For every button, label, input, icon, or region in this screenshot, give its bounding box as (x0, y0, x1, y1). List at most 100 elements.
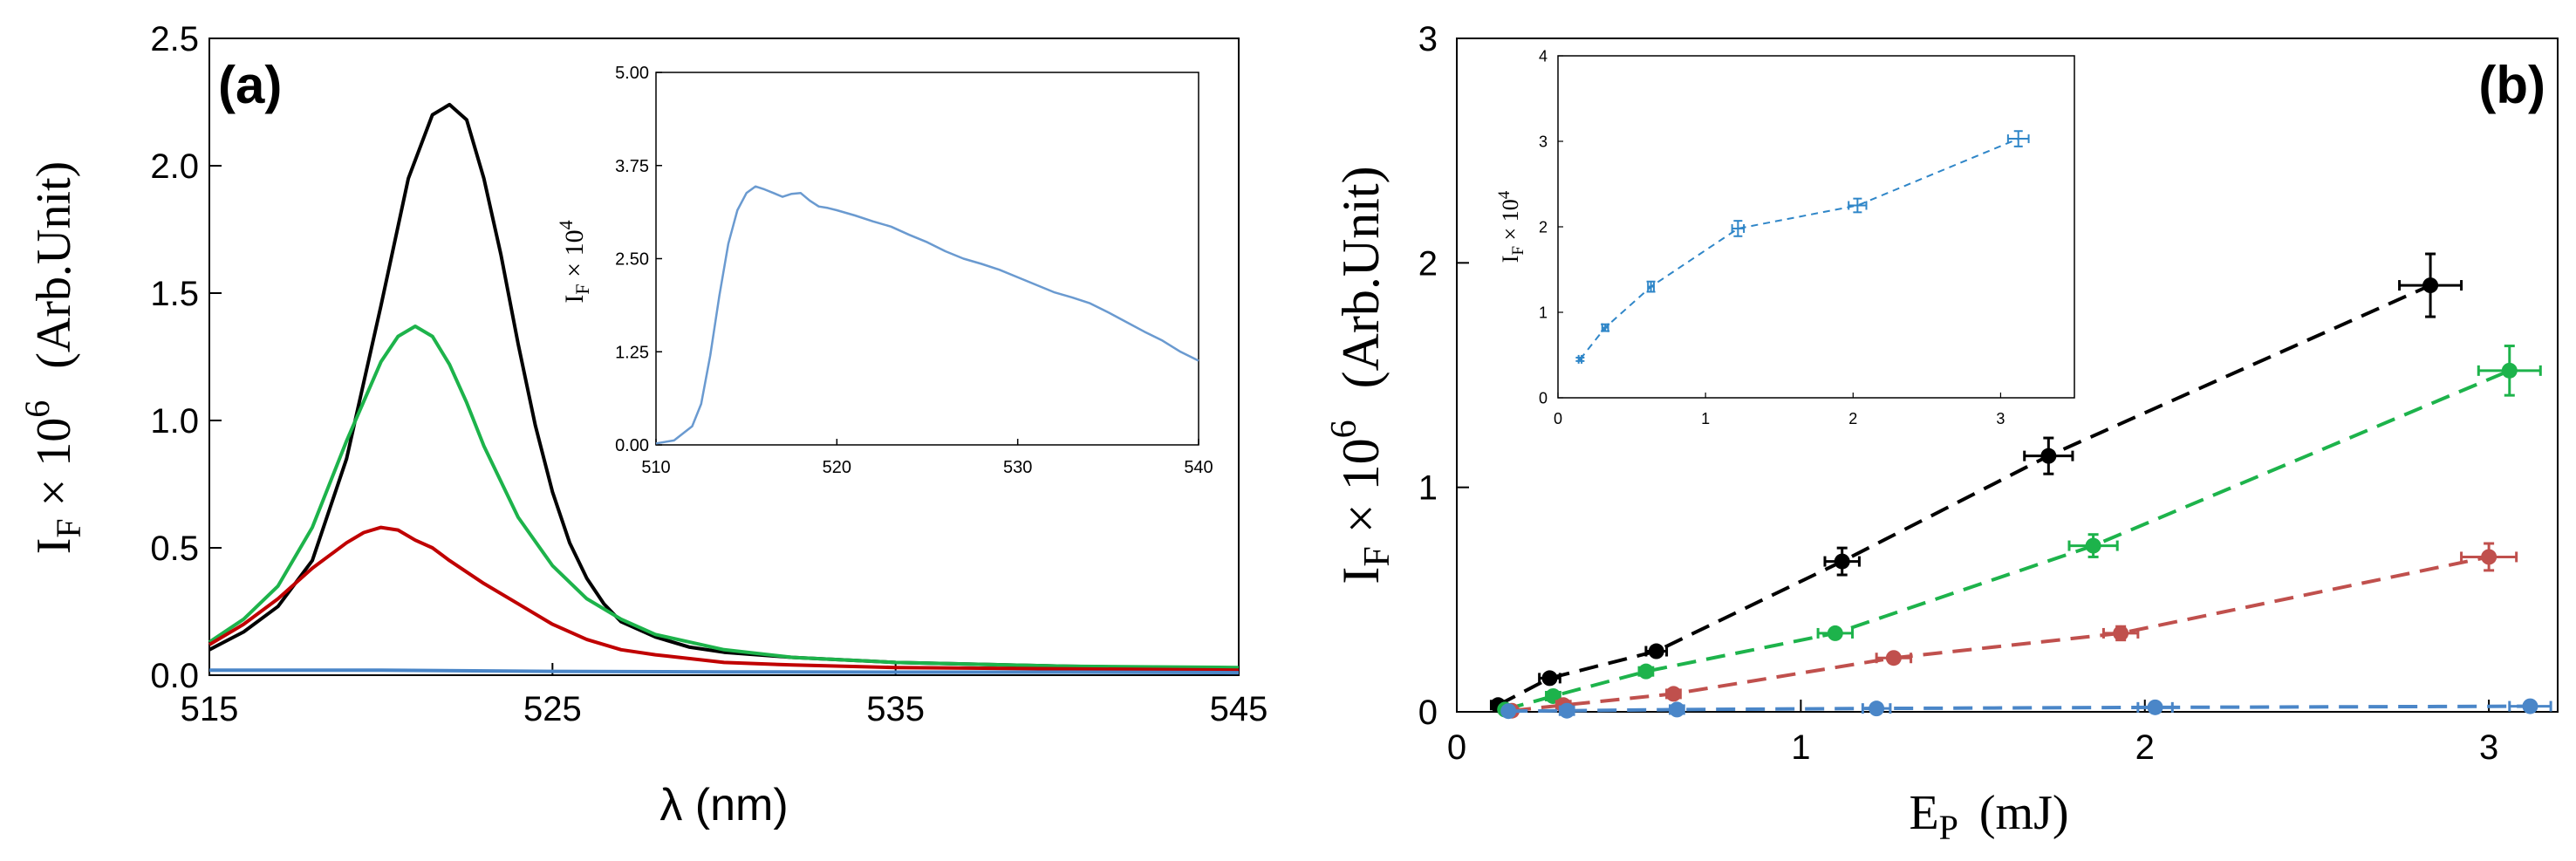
panel-a-inset-xtick-label: 520 (823, 458, 851, 477)
panel-b-xtick-label: 0 (1447, 728, 1466, 767)
panel-b-point-blue (1669, 701, 1685, 718)
panel-b-xtick-label: 2 (2135, 728, 2155, 767)
panel-b-point-red (1665, 686, 1682, 702)
panel-b-point-blue (1500, 703, 1517, 720)
panel-b-inset-ticks: 0 1 2 3 0 1 2 3 4 (1539, 47, 2005, 427)
panel-b-point-blue (1869, 700, 1885, 717)
panel-b-inset-ylabel-base: I (1498, 256, 1523, 263)
panel-a-ylabel-mid: × 10 (27, 418, 81, 519)
panel-a-inset-line-blue (655, 185, 1199, 445)
panel-b-plot-area: 0 1 2 3 0 1 2 3 (1418, 20, 2559, 767)
panel-a-ytick-label: 2.0 (150, 147, 199, 186)
panel-b-series (1489, 252, 2552, 720)
panel-b-inset-frame (1557, 55, 2075, 399)
panel-a-frame (208, 38, 1240, 676)
panel-b-ytick-label: 2 (1418, 244, 1438, 283)
panel-b-fit-line-black (1497, 284, 2431, 707)
panel-b-fit-line-red (1511, 555, 2490, 713)
panel-a-ytick-label: 0.5 (150, 530, 199, 568)
panel-a-inset-xtick-label: 510 (641, 458, 670, 477)
panel-b-point-black (1648, 643, 1664, 659)
panel-b-xlabel-sub: P (1939, 808, 1958, 847)
panel-a-inset-xtick-label: 530 (1003, 458, 1032, 477)
panel-b-label: (b) (2478, 56, 2545, 114)
panel-b-point-blue (2147, 699, 2163, 715)
panel-b-xlabel-base: E (1909, 786, 1938, 840)
panel-b-point-black (2422, 277, 2439, 294)
panel-b-point-green (2501, 362, 2518, 379)
panel-a-line-blue (209, 668, 1240, 675)
panel-a-ylabel-unit: (Arb.Unit) (27, 161, 81, 369)
panel-b-inset-series (1575, 130, 2030, 364)
panel-a-label: (a) (218, 56, 282, 114)
panel-a: 515 525 535 545 0.0 0.5 1.0 1.5 2.0 2.5 (a) λ (nm… (17, 20, 1268, 830)
panel-b-point-black (1541, 670, 1558, 687)
panel-b-point-red (2113, 625, 2129, 641)
panel-b-inset-xtick-label: 0 (1554, 410, 1562, 427)
panel-b-point-green (2085, 537, 2101, 554)
panel-a-plot-area: 515 525 535 545 0.0 0.5 1.0 1.5 2.0 2.5 (150, 20, 1268, 728)
panel-a-inset-ylabel-sup: 4 (555, 220, 577, 229)
panel-a-inset-frame (655, 72, 1199, 446)
panel-b-inset-ylabel-mid: × 10 (1498, 199, 1523, 246)
panel-b-inset-xtick-label: 1 (1701, 410, 1710, 427)
panel-b-inset-xtick-label: 3 (1996, 410, 2005, 427)
panel-a-inset-xtick-label: 540 (1184, 458, 1213, 477)
panel-b-inset-ytick-label: 2 (1539, 218, 1548, 236)
panel-a-inset-ylabel: IF × 104 (555, 220, 593, 303)
panel-a-inset-ylabel-mid: × 10 (560, 229, 589, 284)
panel-a-inset-ytick-label: 5.00 (615, 64, 649, 83)
panel-b-ylabel: IF × 106 (Arb.Unit) (1324, 166, 1397, 584)
panel-a-xtick-label: 515 (181, 690, 239, 728)
panel-a-inset-ytick-label: 0.00 (615, 436, 649, 455)
panel-a-inset-ytick-label: 2.50 (615, 250, 649, 270)
panel-a-inset-ytick-label: 1.25 (615, 343, 649, 362)
panel-b-frame (1456, 38, 2559, 713)
panel-b-point-blue (2522, 698, 2538, 714)
panel-b-inset-ylabel-sub: F (1509, 246, 1527, 256)
panel-b-inset-ylabel-sup: 4 (1495, 190, 1513, 199)
panel-b-xlabel-unit: (mJ) (1979, 786, 2069, 840)
panel-a-inset-ylabel-sub: F (571, 284, 593, 294)
panel-a-inset-series (655, 185, 1199, 445)
panel-b-point-green (1637, 663, 1654, 680)
panel-a-ytick-label: 1.5 (150, 275, 199, 313)
panel-a-ytick-label: 2.5 (150, 20, 199, 58)
panel-b-inset-ylabel: IF × 104 (1495, 190, 1527, 263)
panel-b-inset-xtick-label: 2 (1848, 410, 1857, 427)
panel-b-xtick-label: 3 (2479, 728, 2498, 767)
panel-a-xtick-label: 545 (1210, 690, 1268, 728)
panel-a-ylabel: IF × 106 (Arb.Unit) (17, 161, 88, 554)
panel-a-series (208, 102, 1240, 675)
panel-b-ytick-label: 0 (1418, 694, 1438, 732)
panel-b-inset-fit-line-blue (1579, 138, 2019, 360)
panel-b-point-blue (1559, 702, 1575, 719)
panel-a-ytick-label: 1.0 (150, 402, 199, 441)
panel-b-point-green (1827, 625, 1843, 641)
panel-b-point-red (1885, 650, 1902, 666)
panel-a-inset-ticks: 510 520 530 540 0.00 1.25 2.50 3.75 5.00 (615, 64, 1213, 477)
panel-b-point-red (2481, 549, 2497, 565)
panel-b-point-black (2040, 448, 2057, 464)
panel-b-inset-ytick-label: 0 (1539, 389, 1548, 407)
panel-b-point-black (1834, 553, 1850, 570)
panel-b-ylabel-sup: 6 (1324, 420, 1364, 438)
panel-a-xlabel: λ (nm) (659, 780, 788, 830)
panel-b-ylabel-unit: (Arb.Unit) (1332, 166, 1390, 388)
panel-a-xtick-label: 525 (523, 690, 582, 728)
panel-a-line-red (208, 525, 1240, 673)
panel-b-ticks: 0 1 2 3 0 1 2 3 (1418, 20, 2499, 767)
panel-a-inset: 510 520 530 540 0.00 1.25 2.50 3.75 5.00 IF × 10… (555, 64, 1213, 477)
panel-b-xtick-label: 1 (1791, 728, 1810, 767)
panel-a-ylabel-base: I (27, 538, 81, 555)
panel-b-inset-ytick-label: 1 (1539, 304, 1548, 321)
panel-b-ylabel-mid: × 10 (1332, 438, 1390, 546)
panel-b-ytick-label: 3 (1418, 20, 1438, 58)
panel-b-ylabel-sub: F (1357, 546, 1397, 566)
panel-b-xlabel: EP (mJ) (1909, 786, 2068, 847)
panel-b-fit-line-blue (1508, 704, 2531, 714)
panel-a-ylabel-sup: 6 (17, 400, 57, 418)
